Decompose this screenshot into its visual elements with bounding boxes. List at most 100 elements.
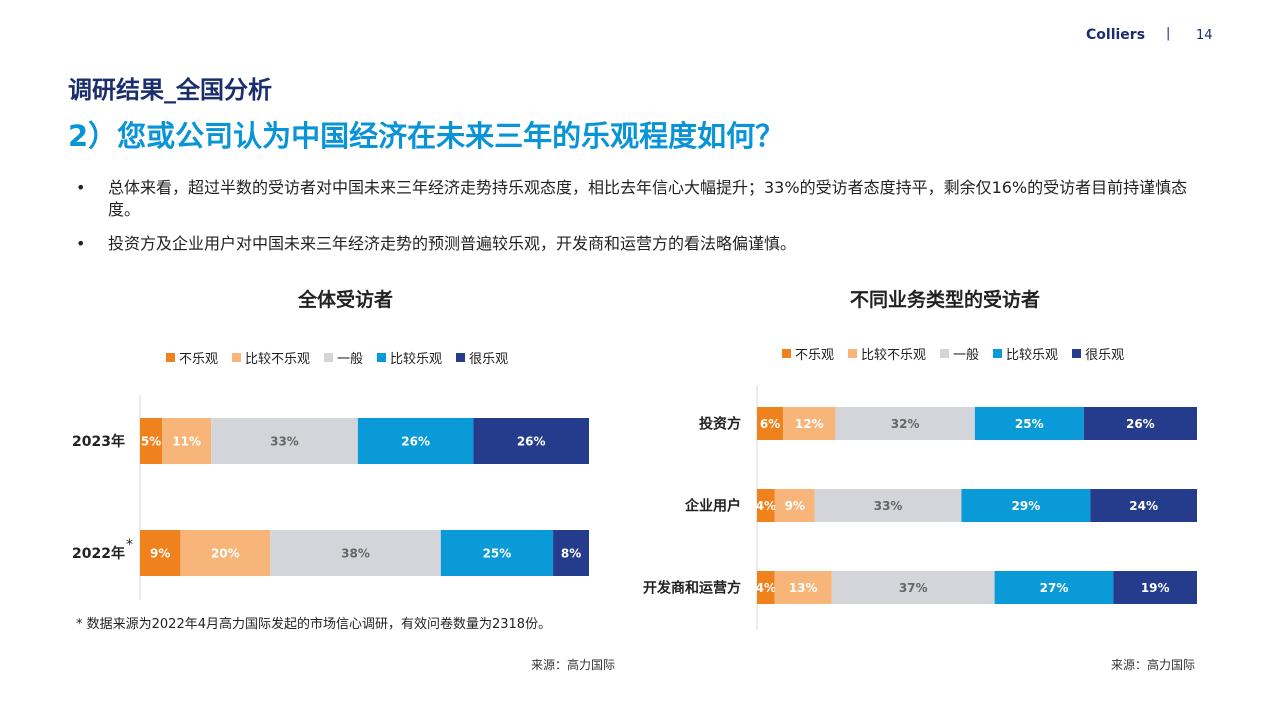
bar-segment <box>440 530 554 576</box>
bar-segment <box>757 407 784 440</box>
bar-segment <box>994 571 1114 604</box>
data-label: 33% <box>270 435 299 449</box>
legend-swatch <box>848 349 858 358</box>
left-chart-legend: 不乐观 比较不乐观 一般 比较乐观 很乐观 <box>166 348 508 367</box>
bar-segment <box>757 489 775 522</box>
bar-segment <box>974 407 1084 440</box>
bar-segment <box>473 418 589 464</box>
page-number: 14 <box>1196 28 1213 43</box>
legend-label: 一般 <box>953 348 980 363</box>
category-footnote-marker: * <box>126 537 133 553</box>
data-label: 33% <box>874 499 903 513</box>
legend-label: 不乐观 <box>179 352 219 367</box>
brand-logo: Colliers <box>1086 27 1146 43</box>
data-label: 4% <box>756 499 776 513</box>
legend-item: 比较乐观 <box>993 344 1058 363</box>
data-label: 20% <box>211 547 240 561</box>
data-label: 9% <box>785 499 805 513</box>
right-chart-title: 不同业务类型的受访者 <box>850 289 1041 311</box>
bar-segment <box>270 530 441 576</box>
bar-segment <box>211 418 358 464</box>
legend-label: 很乐观 <box>469 352 509 367</box>
bar-segment <box>1113 571 1197 604</box>
section-title: 调研结果_全国分析 <box>68 76 272 104</box>
data-label: 27% <box>1040 581 1069 595</box>
data-label: 26% <box>1126 417 1155 431</box>
data-label: 26% <box>401 435 430 449</box>
bar-segment <box>814 489 962 522</box>
legend-label: 很乐观 <box>1085 348 1125 363</box>
data-label: 19% <box>1141 581 1170 595</box>
legend-item: 不乐观 <box>782 344 834 363</box>
legend-swatch <box>940 349 950 358</box>
bar-segment <box>757 571 775 604</box>
bullet-item: • 投资方及企业用户对中国未来三年经济走势的预测普遍较乐观，开发商和运营方的看法… <box>76 233 1206 255</box>
legend-item: 比较乐观 <box>377 348 442 367</box>
category-label: 投资方 <box>699 416 741 433</box>
legend-label: 不乐观 <box>795 348 835 363</box>
legend-label: 比较不乐观 <box>245 352 311 367</box>
legend-swatch <box>166 353 175 362</box>
legend-label: 比较乐观 <box>1006 348 1059 363</box>
data-label: 38% <box>341 547 370 561</box>
footnote: * 数据来源为2022年4月高力国际发起的市场信心调研，有效问卷数量为2318份… <box>76 617 552 632</box>
bullet-text: 总体来看，超过半数的受访者对中国未来三年经济走势持乐观态度，相比去年信心大幅提升… <box>108 178 1188 219</box>
bar-segment <box>831 571 995 604</box>
legend-swatch <box>232 353 242 362</box>
bar-segment <box>774 571 832 604</box>
right-chart-source: 来源：高力国际 <box>1111 658 1196 672</box>
legend-swatch <box>1072 349 1082 358</box>
legend-label: 比较乐观 <box>390 352 443 367</box>
data-label: 11% <box>172 435 201 449</box>
bullet-marker: • <box>76 234 86 253</box>
bar-segment <box>357 418 474 464</box>
bar-segment <box>774 489 815 522</box>
data-label: 24% <box>1129 499 1158 513</box>
data-label: 32% <box>891 417 920 431</box>
category-label: 2022年 <box>72 545 125 562</box>
data-label: 29% <box>1012 499 1041 513</box>
category-label: 开发商和运营方 <box>643 580 741 597</box>
legend-swatch <box>993 349 1003 358</box>
question-heading: 2）您或公司认为中国经济在未来三年的乐观程度如何？ <box>68 119 785 153</box>
bar-segment <box>1083 407 1197 440</box>
data-label: 12% <box>795 417 824 431</box>
bar-segment <box>835 407 975 440</box>
right-chart-legend: 不乐观 比较不乐观 一般 比较乐观 很乐观 <box>782 344 1124 363</box>
bar-segment <box>140 530 181 576</box>
legend-swatch <box>377 353 387 362</box>
legend-item: 比较不乐观 <box>848 344 926 363</box>
bar-segment <box>140 418 163 464</box>
left-chart-title: 全体受访者 <box>298 289 394 311</box>
summary-bullets: • 总体来看，超过半数的受访者对中国未来三年经济走势持乐观态度，相比去年信心大幅… <box>76 177 1206 267</box>
legend-swatch <box>456 353 466 362</box>
bar-segment <box>961 489 1091 522</box>
left-chart-source: 来源：高力国际 <box>531 658 616 672</box>
data-label: 8% <box>561 547 581 561</box>
legend-swatch <box>782 349 791 358</box>
data-label: 13% <box>789 581 818 595</box>
bullet-item: • 总体来看，超过半数的受访者对中国未来三年经济走势持乐观态度，相比去年信心大幅… <box>76 177 1206 221</box>
category-label: 企业用户 <box>684 498 741 515</box>
data-label: 4% <box>756 581 776 595</box>
header-separator: | <box>1166 26 1171 41</box>
data-label: 26% <box>517 435 546 449</box>
data-label: 25% <box>1015 417 1044 431</box>
bullet-text: 投资方及企业用户对中国未来三年经济走势的预测普遍较乐观，开发商和运营方的看法略偏… <box>108 234 797 253</box>
category-label: 2023年 <box>72 433 125 450</box>
legend-item: 一般 <box>324 348 363 367</box>
data-label: 37% <box>899 581 928 595</box>
legend-item: 很乐观 <box>1072 344 1124 363</box>
data-label: 6% <box>760 417 780 431</box>
legend-item: 一般 <box>940 344 979 363</box>
legend-swatch <box>324 353 334 362</box>
legend-item: 不乐观 <box>166 348 218 367</box>
legend-label: 比较不乐观 <box>861 348 927 363</box>
bar-segment <box>553 530 589 576</box>
bar-segment <box>1090 489 1197 522</box>
data-label: 5% <box>141 435 161 449</box>
data-label: 25% <box>483 547 512 561</box>
bullet-marker: • <box>76 178 86 197</box>
legend-item: 很乐观 <box>456 348 508 367</box>
